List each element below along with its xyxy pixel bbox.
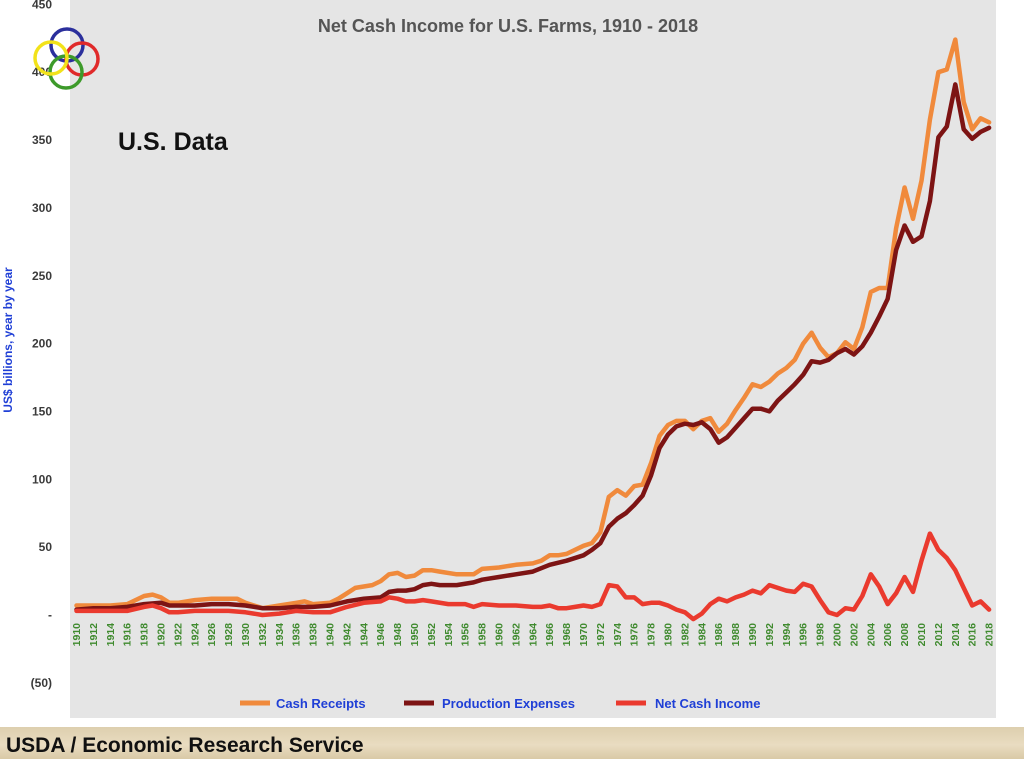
y-tick-label: (50) xyxy=(31,676,52,690)
x-tick-label: 1990 xyxy=(747,623,759,647)
x-tick-label: 2012 xyxy=(933,623,945,647)
series-line-net-cash-income xyxy=(74,531,992,622)
x-tick-label: 1928 xyxy=(223,623,235,647)
x-tick-label: 2010 xyxy=(916,623,928,647)
legend-item-net-cash-income: Net Cash Income xyxy=(616,696,760,711)
x-tick-label: 1996 xyxy=(798,623,810,647)
x-tick-label: 1950 xyxy=(409,623,421,647)
y-tick-label: 450 xyxy=(32,0,52,11)
x-tick-label: 1994 xyxy=(781,623,793,647)
x-tick-label: 1940 xyxy=(325,623,337,647)
x-tick-label: 2002 xyxy=(848,623,860,647)
x-tick-label: 2016 xyxy=(967,623,979,647)
x-tick-label: 1946 xyxy=(375,623,387,647)
y-tick-label: 150 xyxy=(32,404,52,418)
rings-logo xyxy=(33,27,100,90)
x-tick-label: 1934 xyxy=(274,623,286,647)
x-axis-ticks: 1910 1912 1914 1916 1918 1920 1922 1924 1926 1928… xyxy=(71,623,996,647)
x-tick-label: 1958 xyxy=(477,623,489,647)
x-tick-label: 1938 xyxy=(308,623,320,647)
x-tick-label: 1948 xyxy=(392,623,404,647)
x-tick-label: 1932 xyxy=(257,623,269,647)
series-line-cash-receipts xyxy=(74,37,992,611)
x-tick-label: 1962 xyxy=(510,623,522,647)
x-tick-label: 1968 xyxy=(561,623,573,647)
legend-item-cash-receipts: Cash Receipts xyxy=(240,696,366,711)
x-tick-label: 1992 xyxy=(764,623,776,647)
legend-item-production-expenses: Production Expenses xyxy=(404,696,575,711)
x-tick-label: 1954 xyxy=(443,623,455,647)
x-tick-label: 1972 xyxy=(595,623,607,647)
x-tick-label: 1982 xyxy=(679,623,691,647)
y-tick-label: 200 xyxy=(32,337,52,351)
legend-label-net-cash-income: Net Cash Income xyxy=(655,696,760,711)
x-tick-label: 1986 xyxy=(713,623,725,647)
x-tick-label: 2014 xyxy=(950,623,962,647)
x-tick-label: 2018 xyxy=(984,623,996,647)
y-tick-label: 250 xyxy=(32,269,52,283)
x-tick-label: 1956 xyxy=(460,623,472,647)
source-footer: USDA / Economic Research Service xyxy=(6,734,364,757)
x-tick-label: 1952 xyxy=(426,623,438,647)
legend-label-cash-receipts: Cash Receipts xyxy=(276,696,366,711)
x-tick-label: 1914 xyxy=(105,623,117,647)
x-tick-label: 1916 xyxy=(122,623,134,647)
x-tick-label: 1988 xyxy=(730,623,742,647)
x-tick-label: 1912 xyxy=(88,623,100,647)
x-tick-label: 1918 xyxy=(139,623,151,647)
series-line-production-expenses xyxy=(74,82,992,612)
x-tick-label: 1978 xyxy=(646,623,658,647)
x-tick-label: 1942 xyxy=(341,623,353,647)
x-tick-label: 1974 xyxy=(612,623,624,647)
x-tick-label: 1964 xyxy=(527,623,539,647)
y-tick-label: 350 xyxy=(32,133,52,147)
x-tick-label: 1920 xyxy=(156,623,168,647)
x-tick-label: 1926 xyxy=(206,623,218,647)
chart-title: Net Cash Income for U.S. Farms, 1910 - 2… xyxy=(318,16,698,36)
x-tick-label: 2008 xyxy=(899,623,911,647)
x-tick-label: 1924 xyxy=(189,623,201,647)
y-tick-label: 50 xyxy=(39,540,53,554)
x-tick-label: 1970 xyxy=(578,623,590,647)
x-tick-label: 1910 xyxy=(71,623,83,647)
x-tick-label: 1944 xyxy=(358,623,370,647)
x-tick-label: 2000 xyxy=(832,623,844,647)
x-tick-label: 2004 xyxy=(865,623,877,647)
y-tick-label: 100 xyxy=(32,472,52,486)
x-tick-label: 1936 xyxy=(291,623,303,647)
y-tick-label: 300 xyxy=(32,201,52,215)
x-tick-label: 1984 xyxy=(696,623,708,647)
x-tick-label: 2006 xyxy=(882,623,894,647)
chart-annotation: U.S. Data xyxy=(118,128,229,156)
series-lines xyxy=(74,37,992,622)
y-axis-label: US$ billions, year by year xyxy=(1,267,15,413)
x-tick-label: 1960 xyxy=(494,623,506,647)
legend: Cash Receipts Production Expenses Net Ca… xyxy=(240,696,760,711)
logo-ring-yellow xyxy=(33,40,69,76)
x-tick-label: 1966 xyxy=(544,623,556,647)
x-tick-label: 1980 xyxy=(663,623,675,647)
line-chart: Net Cash Income for U.S. Farms, 1910 - 2… xyxy=(1,0,996,718)
y-tick-label: - xyxy=(48,608,52,622)
x-tick-label: 1922 xyxy=(172,623,184,647)
x-tick-label: 1930 xyxy=(240,623,252,647)
legend-label-production-expenses: Production Expenses xyxy=(442,696,575,711)
x-tick-label: 1976 xyxy=(629,623,641,647)
x-tick-label: 1998 xyxy=(815,623,827,647)
